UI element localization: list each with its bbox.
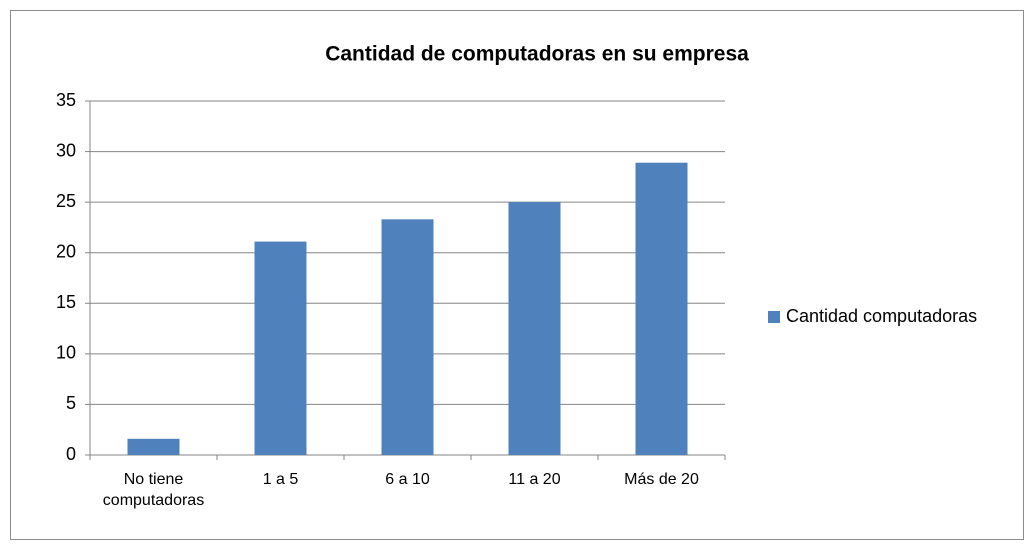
y-tick-label: 30 (56, 140, 76, 160)
bar (127, 438, 180, 455)
legend-label: Cantidad computadoras (786, 306, 977, 326)
bar (254, 241, 307, 455)
bar (635, 162, 688, 455)
y-tick-label: 5 (66, 393, 76, 413)
y-tick-label: 15 (56, 292, 76, 312)
x-tick-label: 11 a 20 (508, 471, 561, 488)
y-tick-label: 25 (56, 191, 76, 211)
x-tick-label: No tiene computadoras (102, 471, 205, 509)
x-tick-label: 1 a 5 (262, 471, 299, 488)
bar (508, 202, 561, 455)
bar (381, 219, 434, 455)
y-tick-label: 10 (56, 343, 76, 363)
x-tick-label: 6 a 10 (385, 471, 430, 488)
legend-swatch (768, 311, 780, 323)
x-tick-label: Más de 20 (624, 471, 699, 488)
chart-title: Cantidad de computadoras en su empresa (325, 43, 749, 66)
y-tick-label: 35 (56, 90, 76, 110)
y-tick-label: 20 (56, 241, 76, 261)
y-tick-label: 0 (66, 444, 76, 464)
